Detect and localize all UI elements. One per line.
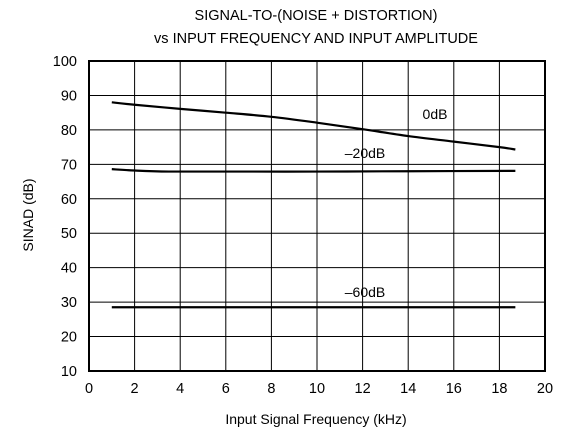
x-tick-label: 20 bbox=[537, 381, 553, 397]
series-line-0 bbox=[111, 101, 516, 151]
series-curves bbox=[111, 101, 516, 309]
plot-frame bbox=[88, 60, 546, 372]
x-tick-label: 6 bbox=[222, 381, 230, 397]
chart-title: SIGNAL-TO-(NOISE + DISTORTION) bbox=[195, 8, 438, 24]
x-tick-label: 12 bbox=[355, 381, 371, 397]
y-tick-label: 20 bbox=[61, 330, 77, 346]
y-tick-label: 30 bbox=[61, 295, 77, 311]
x-axis-label: Input Signal Frequency (kHz) bbox=[225, 411, 406, 427]
x-tick-label: 18 bbox=[491, 381, 507, 397]
chart-subtitle: vs INPUT FREQUENCY AND INPUT AMPLITUDE bbox=[154, 31, 478, 47]
series-label-0: 0dB bbox=[423, 106, 448, 122]
x-tick-label: 16 bbox=[446, 381, 462, 397]
y-tick-label: 100 bbox=[53, 54, 77, 70]
series-label-1: –20dB bbox=[345, 145, 385, 161]
y-tick-labels: 10 20 30 40 50 60 70 80 90 100 bbox=[53, 54, 77, 380]
y-tick-label: 90 bbox=[61, 88, 77, 104]
x-tick-label: 14 bbox=[400, 381, 416, 397]
x-tick-label: 0 bbox=[85, 381, 93, 397]
y-tick-label: 10 bbox=[61, 364, 77, 380]
y-axis-label: SINAD (dB) bbox=[20, 178, 36, 251]
x-tick-label: 8 bbox=[267, 381, 275, 397]
x-tick-label: 4 bbox=[176, 381, 184, 397]
x-tick-label: 2 bbox=[131, 381, 139, 397]
y-tick-label: 60 bbox=[61, 192, 77, 208]
y-tick-label: 40 bbox=[61, 261, 77, 277]
series-line-1 bbox=[111, 168, 516, 173]
series-label-2: –60dB bbox=[345, 284, 385, 300]
x-tick-labels: 0 2 4 6 8 10 12 14 16 18 20 bbox=[85, 381, 553, 397]
x-tick-label: 10 bbox=[309, 381, 325, 397]
y-tick-label: 50 bbox=[61, 226, 77, 242]
series-labels: 0dB –20dB –60dB bbox=[345, 106, 448, 300]
plot-border bbox=[88, 60, 546, 372]
y-tick-label: 70 bbox=[61, 157, 77, 173]
y-tick-label: 80 bbox=[61, 123, 77, 139]
